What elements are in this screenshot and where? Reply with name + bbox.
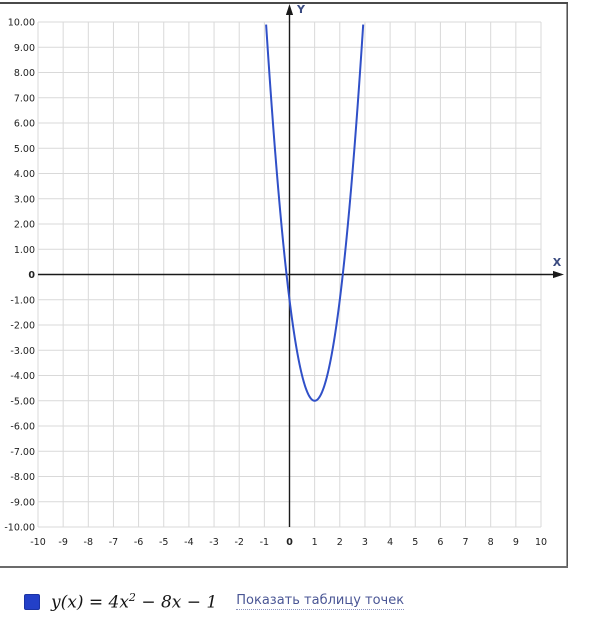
svg-text:5.00: 5.00 (14, 144, 35, 155)
x-axis-label: X (553, 256, 562, 269)
svg-text:-7: -7 (109, 537, 118, 548)
svg-text:-6: -6 (134, 537, 143, 548)
svg-text:-2: -2 (234, 537, 243, 548)
x-tick-labels: -10 -9 -8 -7 -6 -5 -4 -3 -2 -1 0 1 2 3 4 5 6 7 8 9 10 (30, 537, 547, 548)
svg-text:6: 6 (437, 537, 443, 548)
plot-border (0, 2, 568, 568)
svg-text:4.00: 4.00 (14, 169, 35, 180)
legend-formula: y(x) = 4x2 − 8x − 1 (51, 591, 217, 613)
svg-text:1.00: 1.00 (14, 245, 35, 256)
svg-text:2.00: 2.00 (14, 220, 35, 231)
svg-text:-2.00: -2.00 (10, 321, 35, 332)
svg-text:-1.00: -1.00 (10, 295, 35, 306)
svg-text:2: 2 (337, 537, 343, 548)
svg-text:0: 0 (286, 537, 293, 548)
axes (38, 4, 564, 527)
svg-text:-5: -5 (159, 537, 168, 548)
svg-text:5: 5 (412, 537, 418, 548)
svg-text:3: 3 (362, 537, 368, 548)
svg-text:-3: -3 (209, 537, 218, 548)
svg-text:7.00: 7.00 (14, 93, 35, 104)
plot-canvas: 10.00 9.00 8.00 7.00 6.00 5.00 4.00 3.00 2.00 1.0… (0, 2, 568, 568)
svg-text:6.00: 6.00 (14, 119, 35, 130)
svg-text:10.00: 10.00 (8, 18, 35, 29)
svg-text:9.00: 9.00 (14, 43, 35, 54)
svg-text:8: 8 (488, 537, 494, 548)
svg-text:-4.00: -4.00 (10, 371, 35, 382)
svg-text:0: 0 (28, 270, 35, 281)
svg-text:-10.00: -10.00 (4, 523, 35, 534)
svg-text:4: 4 (387, 537, 393, 548)
y-tick-labels: 10.00 9.00 8.00 7.00 6.00 5.00 4.00 3.00 2.00 1.0… (4, 18, 35, 534)
legend-swatch (24, 593, 40, 610)
svg-text:10: 10 (535, 537, 547, 548)
svg-text:-10: -10 (30, 537, 46, 548)
svg-text:-6.00: -6.00 (10, 422, 35, 433)
svg-text:-8.00: -8.00 (10, 472, 35, 483)
svg-text:-9.00: -9.00 (10, 497, 35, 508)
svg-text:-7.00: -7.00 (10, 447, 35, 458)
svg-text:7: 7 (463, 537, 469, 548)
legend-formula-exponent: 2 (128, 591, 136, 604)
y-axis-label: Y (296, 3, 306, 16)
svg-text:-1: -1 (260, 537, 269, 548)
legend: y(x) = 4x2 − 8x − 1 Показать таблицу точ… (24, 591, 405, 613)
svg-text:9: 9 (513, 537, 519, 548)
show-points-table-link[interactable]: Показать таблицу точек (236, 593, 405, 611)
legend-formula-pre: y(x) = 4x (51, 592, 129, 613)
svg-text:-3.00: -3.00 (10, 346, 35, 357)
svg-text:-9: -9 (58, 537, 67, 548)
svg-text:-5.00: -5.00 (10, 396, 35, 407)
svg-text:1: 1 (312, 537, 318, 548)
svg-text:8.00: 8.00 (14, 68, 35, 79)
legend-formula-post: − 8x − 1 (135, 592, 218, 613)
svg-text:-4: -4 (184, 537, 193, 548)
svg-text:3.00: 3.00 (14, 194, 35, 205)
function-curve (265, 24, 365, 402)
svg-text:-8: -8 (84, 537, 93, 548)
